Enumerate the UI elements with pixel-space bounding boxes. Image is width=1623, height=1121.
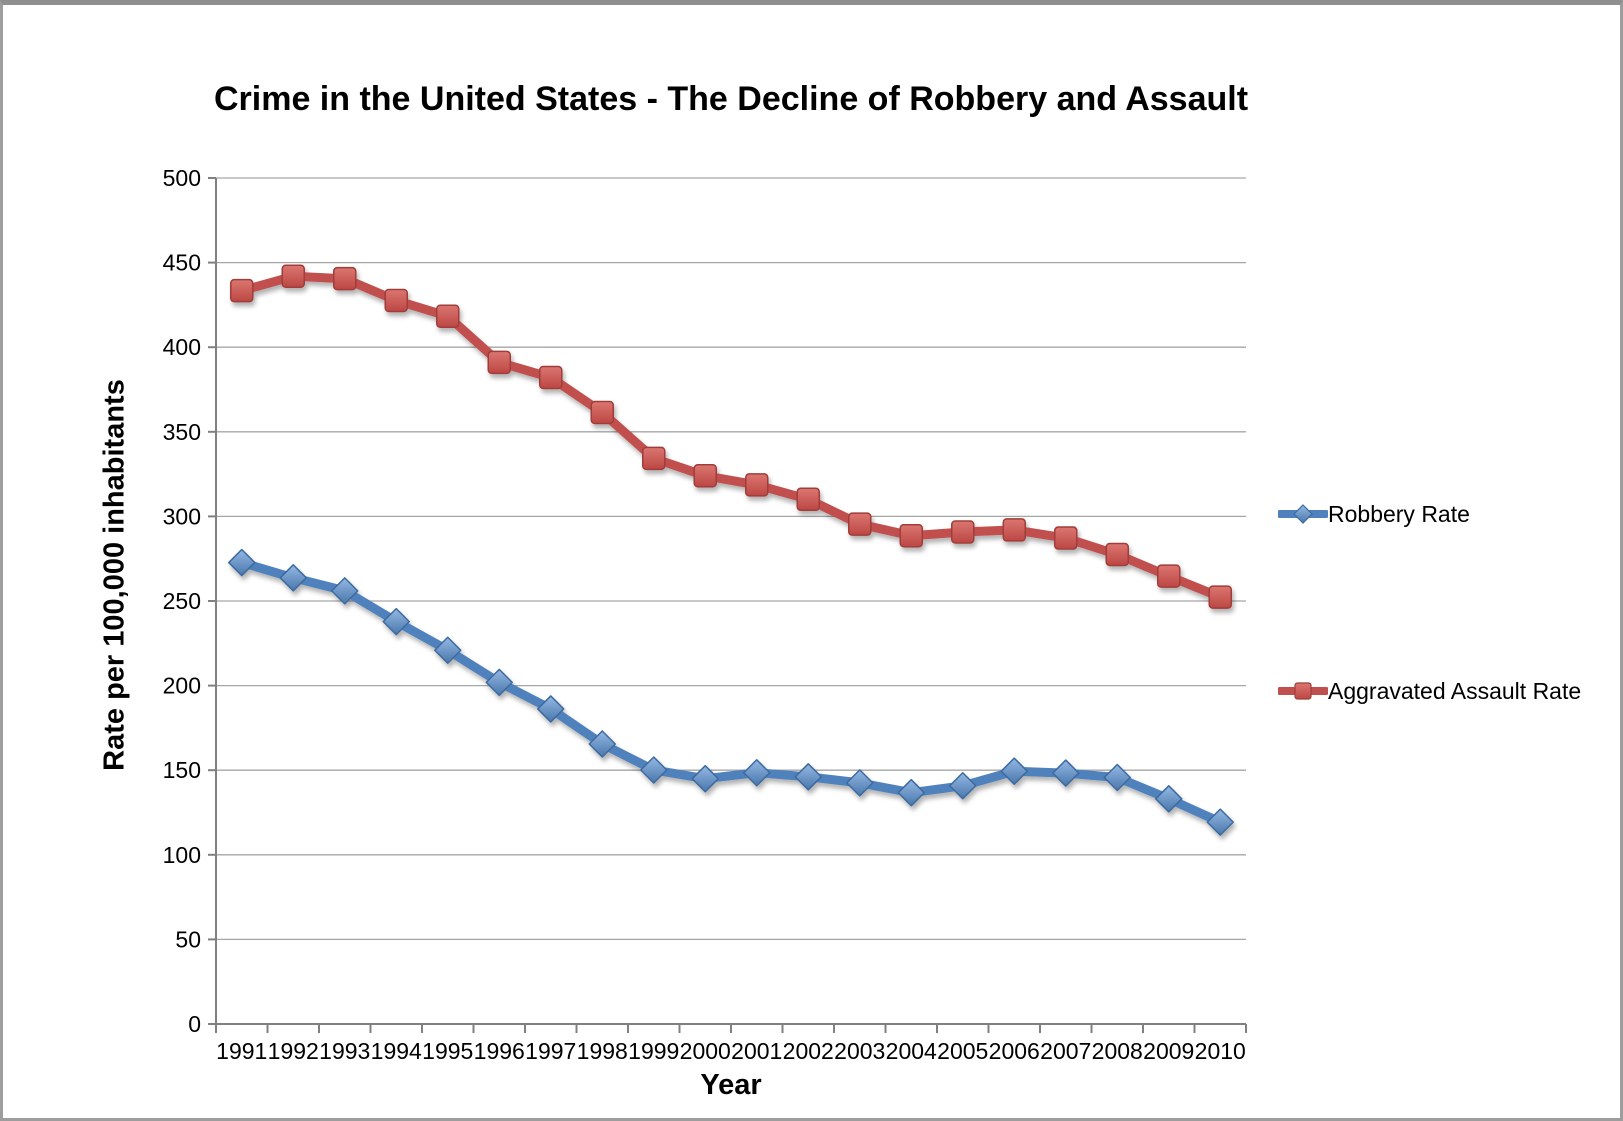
x-tick-label: 1994 <box>371 1038 422 1064</box>
aggravated-assault-rate-point-2002 <box>796 487 820 512</box>
y-tick-label: 100 <box>163 842 201 868</box>
gridlines <box>216 177 1246 941</box>
legend-label-robbery-rate: Robbery Rate <box>1328 500 1470 527</box>
robbery-rate-point-2008 <box>1103 763 1131 792</box>
x-tick-label: 1997 <box>525 1038 576 1064</box>
robbery-rate-point-1994 <box>382 607 410 636</box>
robbery-rate-point-1993 <box>331 577 359 605</box>
robbery-rate-point-2007 <box>1052 759 1080 787</box>
robbery-rate-point-2001 <box>743 758 771 787</box>
y-tick-label: 150 <box>163 757 201 783</box>
y-tick-label: 300 <box>163 503 201 529</box>
robbery-rate-point-2004 <box>897 778 925 807</box>
x-tick-label: 1993 <box>319 1038 370 1064</box>
legend-marker <box>1294 682 1312 700</box>
aggravated-assault-rate-point-2003 <box>848 512 872 536</box>
x-tick-label: 1998 <box>577 1038 628 1064</box>
robbery-rate-point-2003 <box>846 769 874 797</box>
x-tick-label: 2005 <box>937 1038 988 1064</box>
aggravated-assault-rate-point-1997 <box>539 365 563 390</box>
series-aggravated-assault-rate <box>230 264 1232 609</box>
robbery-rate-point-1997 <box>537 695 565 723</box>
aggravated-assault-rate-point-1994 <box>384 288 408 313</box>
aggravated-assault-rate-point-1998 <box>590 400 614 425</box>
aggravated-assault-rate-point-2008 <box>1105 542 1129 567</box>
robbery-rate-point-1996 <box>485 668 513 697</box>
robbery-rate-point-2005 <box>949 772 977 800</box>
y-tick-label: 50 <box>175 926 201 952</box>
aggravated-assault-rate-point-1993 <box>333 266 357 291</box>
x-tick-label: 1999 <box>628 1038 679 1064</box>
x-axis-title: Year <box>700 1069 762 1101</box>
x-tick-label: 2000 <box>680 1038 731 1064</box>
x-tick-label: 2003 <box>834 1038 885 1064</box>
aggravated-assault-rate-point-2009 <box>1157 564 1181 588</box>
robbery-rate-point-2000 <box>691 764 719 793</box>
robbery-rate-point-1992 <box>279 564 307 592</box>
y-tick-label: 200 <box>163 673 201 699</box>
legend-item-robbery-rate: Robbery Rate <box>1278 500 1470 528</box>
aggravated-assault-rate-point-2005 <box>951 520 975 544</box>
robbery-rate-point-1991 <box>228 548 256 577</box>
legend-marker <box>1293 504 1313 524</box>
robbery-rate-point-1998 <box>588 730 616 758</box>
axes <box>208 177 1247 1033</box>
y-tick-label: 500 <box>163 165 201 191</box>
robbery-rate-point-1995 <box>434 636 462 664</box>
aggravated-assault-rate-point-2000 <box>693 464 717 488</box>
aggravated-assault-rate-point-2006 <box>1002 518 1026 542</box>
x-tick-label: 2004 <box>886 1038 937 1064</box>
y-tick-label: 350 <box>163 419 201 445</box>
data-series <box>228 264 1234 836</box>
x-tick-label: 2010 <box>1195 1038 1246 1064</box>
y-tick-label: 450 <box>163 250 201 276</box>
x-tick-label: 2006 <box>989 1038 1040 1064</box>
y-tick-label: 250 <box>163 588 201 614</box>
aggravated-assault-rate-legend-marker-icon <box>1278 682 1328 700</box>
y-tick-label: 0 <box>188 1011 201 1037</box>
aggravated-assault-rate-point-2007 <box>1054 526 1078 550</box>
aggravated-assault-rate-point-2001 <box>745 473 769 497</box>
aggravated-assault-rate-point-1991 <box>230 278 254 303</box>
y-tick-label: 400 <box>163 334 201 360</box>
aggravated-assault-rate-point-1995 <box>436 304 460 328</box>
robbery-rate-point-2002 <box>794 763 822 791</box>
x-tick-label: 1991 <box>216 1038 267 1064</box>
x-tick-label: 2007 <box>1040 1038 1091 1064</box>
series-robbery-rate <box>228 548 1234 836</box>
aggravated-assault-rate-point-2010 <box>1208 585 1232 609</box>
legend-label-aggravated-assault-rate: Aggravated Assault Rate <box>1328 677 1582 704</box>
aggravated-assault-rate-point-1992 <box>281 264 305 289</box>
aggravated-assault-rate-point-1996 <box>487 350 511 375</box>
aggravated-assault-rate-point-2004 <box>899 523 923 548</box>
robbery-rate-legend-marker-icon <box>1278 504 1328 524</box>
robbery-rate-point-2009 <box>1155 785 1183 813</box>
robbery-rate-point-1999 <box>640 756 668 784</box>
robbery-rate-point-2010 <box>1206 808 1234 836</box>
legend-item-aggravated-assault-rate: Aggravated Assault Rate <box>1278 677 1581 705</box>
x-tick-label: 1996 <box>474 1038 525 1064</box>
x-tick-label: 2009 <box>1143 1038 1194 1064</box>
x-tick-label: 1995 <box>422 1038 473 1064</box>
x-tick-label: 1992 <box>268 1038 319 1064</box>
chart-title: Crime in the United States - The Decline… <box>213 80 1249 118</box>
robbery-rate-point-2006 <box>1000 757 1028 785</box>
x-tick-label: 2002 <box>783 1038 834 1064</box>
x-tick-label: 2001 <box>731 1038 782 1064</box>
x-tick-label: 2008 <box>1092 1038 1143 1064</box>
aggravated-assault-rate-point-1999 <box>642 446 666 471</box>
